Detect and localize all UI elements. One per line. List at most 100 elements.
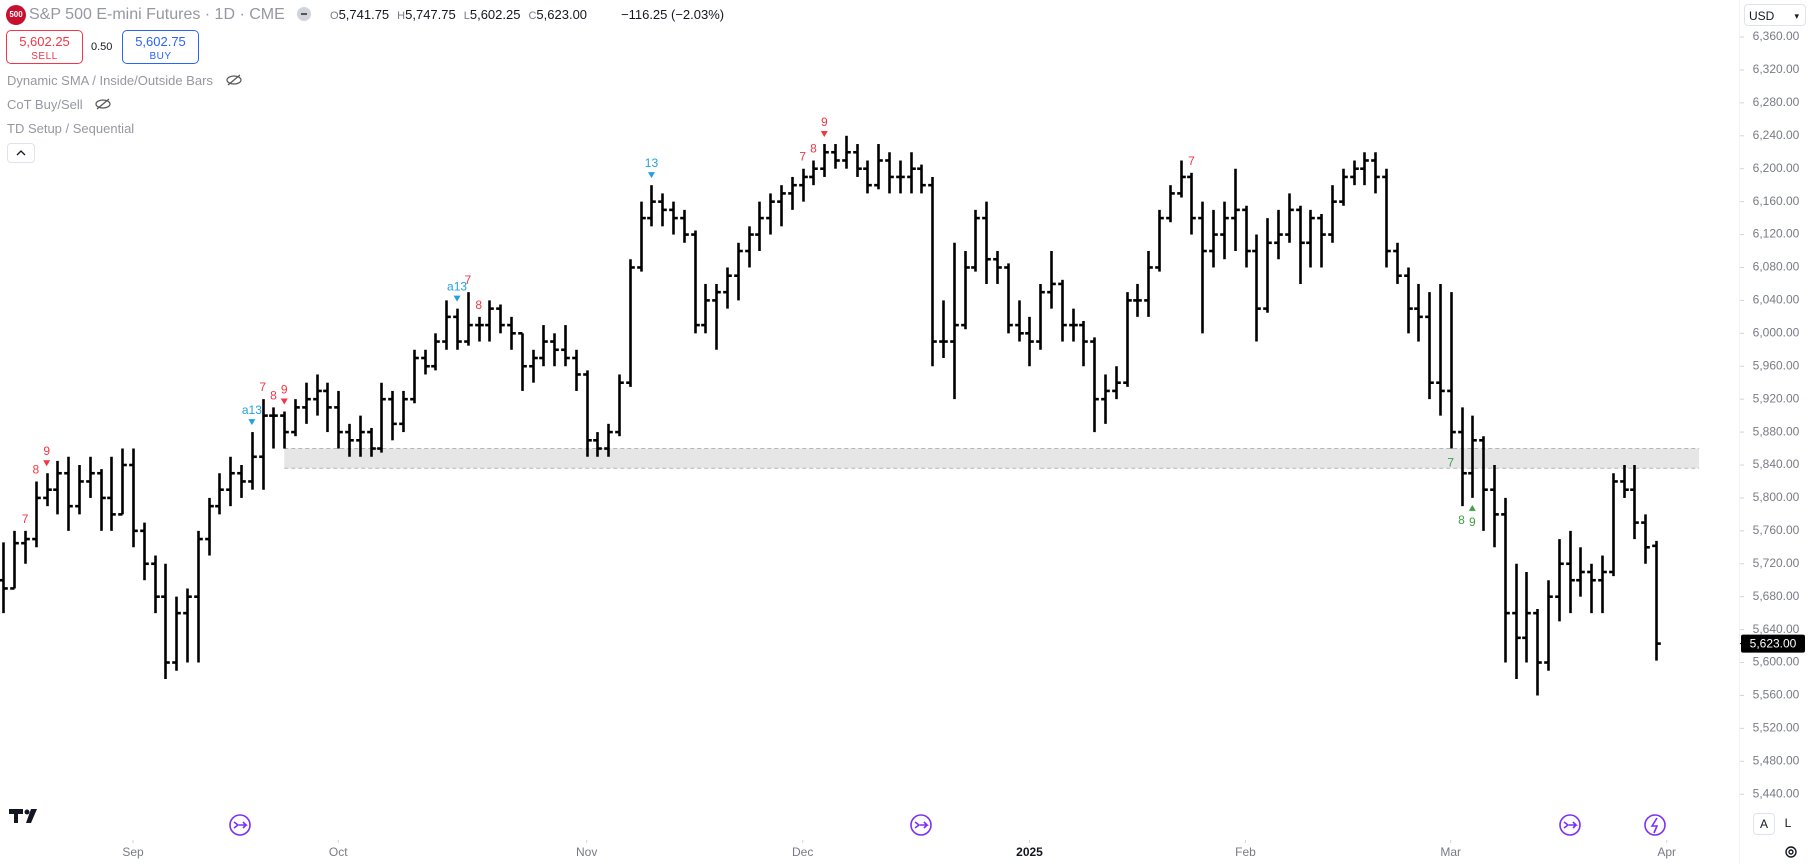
y-tick-label: 5,480.00 — [1753, 753, 1800, 767]
ohlc-bar — [1090, 337, 1099, 433]
auto-button[interactable]: A — [1753, 813, 1775, 835]
log-button[interactable]: L — [1784, 816, 1792, 830]
ohlc-bar — [237, 465, 246, 498]
ohlc-key: O — [330, 10, 339, 22]
x-tick-label: Oct — [329, 845, 348, 859]
event-icons[interactable] — [229, 814, 1666, 836]
ohlc-bar — [982, 201, 991, 284]
indicator[interactable]: TD Setup / Sequential — [7, 121, 134, 136]
ohlc-bar — [539, 325, 548, 367]
ohlc-bar — [118, 448, 127, 516]
td-label: 8 — [33, 462, 40, 476]
ohlc-bar — [1220, 201, 1229, 260]
currency-select[interactable]: USD ▾ — [1744, 4, 1806, 26]
hidden-eye[interactable] — [225, 74, 243, 86]
symbol-title[interactable]: S&P 500 E-mini Futures · 1D · CME — [29, 6, 285, 23]
ohlc-bar — [259, 399, 268, 490]
ohlc-bar — [1436, 283, 1445, 416]
hidden-eye[interactable] — [94, 98, 112, 110]
ohlc-bar — [43, 473, 52, 507]
y-tick-label: 6,200.00 — [1753, 161, 1800, 175]
ohlc-bar — [1112, 366, 1121, 400]
ohlc-bar — [1328, 185, 1337, 243]
ohlc-bar — [734, 242, 743, 301]
ohlc-bar — [766, 193, 775, 235]
ohlc-legend: O5,741.75 H5,747.75 L5,602.25 C5,623.00 — [330, 7, 595, 22]
y-tick-label: 5,440.00 — [1753, 786, 1800, 800]
td-label: 9 — [821, 115, 828, 129]
sell-button[interactable]: 5,602.25 SELL — [6, 30, 83, 64]
td-arrow — [453, 295, 461, 302]
x-tick-label: 2025 — [1016, 845, 1043, 859]
td-label: 9 — [1469, 515, 1476, 529]
ohlc-bar — [831, 144, 840, 169]
ohlc-bar — [723, 267, 732, 309]
ohlc-bar — [1641, 514, 1650, 564]
ohlc-value: 5,602.25 — [469, 7, 521, 22]
td-label: a13 — [242, 403, 262, 417]
y-tick-label: 5,720.00 — [1753, 556, 1800, 570]
ohlc-bar — [755, 201, 764, 252]
td-label: 7 — [799, 150, 806, 164]
ohlc-bar — [1101, 374, 1110, 424]
ohlc-bar — [345, 423, 354, 457]
ohlc-bar — [1609, 473, 1618, 577]
ohlc-bar — [1620, 465, 1629, 498]
buy-button[interactable]: 5,602.75 BUY — [122, 30, 199, 64]
ohlc-bar — [97, 469, 106, 531]
td-label: 7 — [1447, 456, 1454, 470]
change: −116.25 (−2.03%) — [621, 7, 725, 22]
settings-icon[interactable] — [1785, 846, 1797, 858]
collapse-button[interactable] — [295, 5, 315, 23]
indicator[interactable]: Dynamic SMA / Inside/Outside Bars — [7, 73, 243, 88]
ohlc-bar — [885, 152, 894, 194]
td-label: 7 — [259, 380, 266, 394]
ohlc-bar — [647, 185, 656, 227]
collapse-icon — [297, 7, 311, 21]
collapse-indicators[interactable] — [7, 143, 35, 163]
td-label: 13 — [645, 156, 659, 170]
ohlc-bar — [1490, 465, 1499, 548]
y-tick-label: 6,080.00 — [1753, 260, 1800, 274]
indicator-name: CoT Buy/Sell — [7, 97, 83, 112]
ohlc-bar — [129, 448, 138, 548]
ohlc-bar — [1479, 436, 1488, 531]
ohlc-bar — [1274, 209, 1283, 260]
y-tick-label: 5,640.00 — [1753, 622, 1800, 636]
spread: 0.50 — [91, 41, 113, 53]
last-price-tag — [1741, 634, 1805, 653]
ohlc-bar — [269, 407, 278, 449]
ohlc-bar — [431, 333, 440, 371]
ohlc-bar — [529, 349, 538, 383]
ohlc-bar — [280, 411, 289, 449]
y-tick-label: 5,920.00 — [1753, 391, 1800, 405]
ohlc-bar — [507, 316, 516, 350]
ohlc-bar — [1404, 267, 1413, 334]
x-tick-label: Nov — [576, 845, 597, 859]
ohlc-bar — [680, 209, 689, 243]
indicator[interactable]: CoT Buy/Sell — [7, 97, 112, 112]
ohlc-bar — [442, 300, 451, 350]
td-label: 7 — [465, 273, 472, 287]
y-tick-label: 6,360.00 — [1753, 29, 1800, 43]
y-tick-label: 6,000.00 — [1753, 325, 1800, 339]
td-arrow — [820, 131, 828, 138]
ohlc-bar — [226, 456, 235, 507]
ohlc-bar — [1209, 209, 1218, 268]
ohlc-bar — [32, 481, 41, 548]
ohlc-bar — [1458, 407, 1467, 507]
ohlc-bar — [637, 201, 646, 272]
ohlc-bar — [1058, 279, 1067, 342]
buy-price: 5,602.75 — [135, 34, 186, 49]
ohlc-key: L — [463, 10, 470, 22]
ohlc-bar — [1306, 209, 1315, 268]
ohlc-bar — [291, 399, 300, 437]
ohlc-bar — [388, 390, 397, 441]
ohlc-bar — [1069, 308, 1078, 342]
indicator-name: Dynamic SMA / Inside/Outside Bars — [7, 73, 213, 88]
ohlc-bar — [215, 473, 224, 515]
ohlc-bar — [853, 144, 862, 177]
ohlc-bar — [367, 427, 376, 457]
